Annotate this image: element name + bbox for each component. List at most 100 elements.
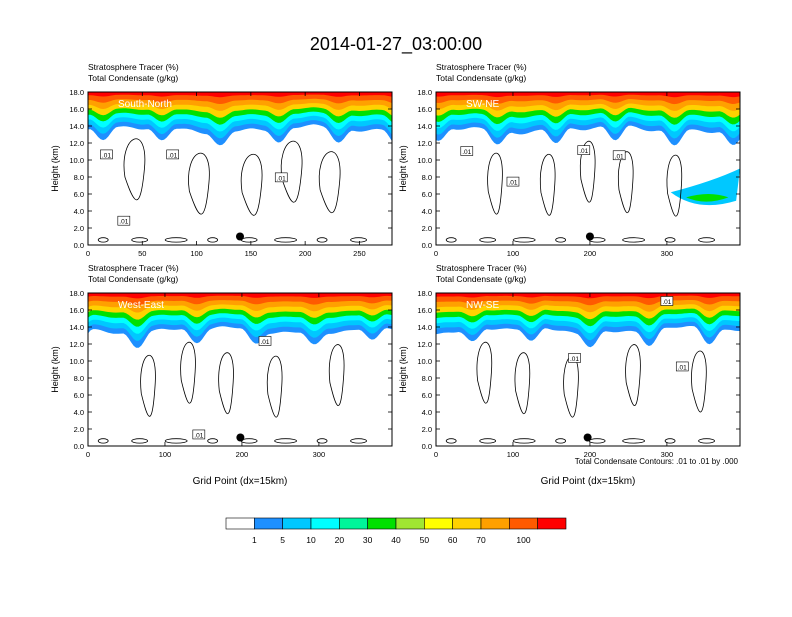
y-tick-label: 0.0 [422, 442, 432, 451]
colorbar-box [254, 517, 283, 530]
location-marker [236, 433, 245, 442]
colorbar-label: 10 [306, 535, 316, 545]
contour-label: .01 [675, 361, 689, 371]
location-marker [583, 433, 592, 442]
contour-label: .01 [460, 146, 474, 156]
y-tick-label: 14.0 [69, 122, 84, 131]
contour-label: .01 [568, 353, 581, 363]
y-tick-label: 18.0 [417, 289, 432, 298]
y-tick-label: 8.0 [422, 173, 432, 182]
svg-text:.01: .01 [277, 175, 286, 182]
y-tick-label: 18.0 [69, 289, 84, 298]
y-tick-label: 12.0 [417, 340, 432, 349]
stratosphere-tracer-field [436, 293, 740, 446]
colorbar-label: 50 [420, 535, 430, 545]
x-tick-label: 200 [236, 450, 249, 459]
x-tick-label: 100 [507, 249, 520, 258]
colorbar-label: 60 [448, 535, 458, 545]
stratosphere-tracer-field [88, 92, 392, 245]
y-tick-label: 10.0 [417, 357, 432, 366]
condensate-contours [445, 341, 715, 444]
x-tick-label: 250 [353, 249, 366, 258]
y-tick-label: 14.0 [417, 122, 432, 131]
contour-label: .01 [100, 149, 113, 159]
x-tick-label: 200 [584, 249, 597, 258]
x-tick-label: 300 [313, 450, 326, 459]
tracer-intrusion-core [686, 194, 729, 202]
plot-frame [87, 91, 393, 246]
y-tick-label: 16.0 [69, 105, 84, 114]
x-tick-label: 0 [434, 249, 438, 258]
svg-text:.01: .01 [462, 149, 471, 156]
y-tick-label: 6.0 [74, 190, 84, 199]
colorbar-label: 20 [335, 535, 345, 545]
y-axis-label: Height (km) [50, 145, 60, 192]
x-tick-label: 100 [159, 450, 172, 459]
colorbar-box [310, 517, 340, 530]
y-tick-label: 6.0 [422, 391, 432, 400]
x-tick-label: 0 [86, 249, 90, 258]
condensate-contours [97, 138, 367, 243]
svg-text:.01: .01 [678, 364, 687, 371]
tracer-band [88, 293, 392, 299]
x-tick-label: 300 [661, 450, 674, 459]
panel-label: West-East [118, 300, 164, 311]
y-tick-label: 8.0 [74, 173, 84, 182]
contour-label: .01 [117, 215, 131, 226]
y-tick-label: 14.0 [69, 323, 84, 332]
colorbar-box [424, 517, 453, 530]
x-tick-label: 100 [507, 450, 520, 459]
svg-text:.01: .01 [579, 148, 588, 155]
y-axis-label: Height (km) [398, 145, 408, 192]
x-tick-label: 0 [434, 450, 438, 459]
y-tick-label: 0.0 [74, 442, 84, 451]
y-tick-label: 10.0 [69, 156, 84, 165]
y-tick-label: 8.0 [422, 374, 432, 383]
y-tick-label: 4.0 [74, 408, 84, 417]
svg-text:.01: .01 [615, 153, 624, 160]
colorbar-label: 1 [252, 535, 257, 545]
contour-label: .01 [660, 296, 674, 306]
panel-west-east: West-East Stratosphere Tracer (%)Total Co… [50, 263, 393, 487]
y-tick-label: 14.0 [417, 323, 432, 332]
panel-title-condensate: Total Condensate (g/kg) [436, 274, 526, 284]
plot-frame [435, 292, 741, 447]
y-tick-label: 16.0 [417, 306, 432, 315]
panel-title-tracer: Stratosphere Tracer (%) [436, 62, 527, 72]
y-tick-label: 0.0 [422, 241, 432, 250]
x-axis-label: Grid Point (dx=15km) [541, 476, 636, 487]
y-axis-label: Height (km) [398, 346, 408, 393]
panel-label: SW-NE [466, 99, 499, 110]
svg-text:.01: .01 [570, 356, 579, 363]
x-tick-label: 200 [299, 249, 312, 258]
y-axis-label: Height (km) [50, 346, 60, 393]
contour-label: .01 [274, 172, 288, 182]
y-tick-label: 0.0 [74, 241, 84, 250]
panel-title-condensate: Total Condensate (g/kg) [88, 274, 178, 284]
y-tick-label: 12.0 [69, 340, 84, 349]
y-tick-label: 18.0 [69, 88, 84, 97]
panel-title-condensate: Total Condensate (g/kg) [88, 73, 178, 83]
figure-title: 2014-01-27_03:00:00 [310, 34, 482, 55]
tracer-band [88, 92, 392, 98]
y-tick-label: 12.0 [69, 139, 84, 148]
y-tick-label: 6.0 [74, 391, 84, 400]
svg-text:.01: .01 [168, 152, 177, 159]
y-tick-label: 10.0 [417, 156, 432, 165]
contour-label: .01 [577, 145, 591, 155]
x-tick-label: 50 [138, 249, 146, 258]
y-tick-label: 2.0 [422, 425, 432, 434]
colorbar-box [225, 517, 255, 530]
svg-text:.01: .01 [194, 432, 203, 439]
colorbar-label: 5 [280, 535, 285, 545]
colorbar-box [367, 517, 397, 530]
y-tick-label: 8.0 [74, 374, 84, 383]
colorbar-label: 40 [391, 535, 401, 545]
condensate-contours [445, 140, 715, 243]
panel-label: NW-SE [466, 300, 499, 311]
y-tick-label: 2.0 [422, 224, 432, 233]
y-tick-label: 4.0 [422, 207, 432, 216]
tracer-band [436, 92, 740, 98]
